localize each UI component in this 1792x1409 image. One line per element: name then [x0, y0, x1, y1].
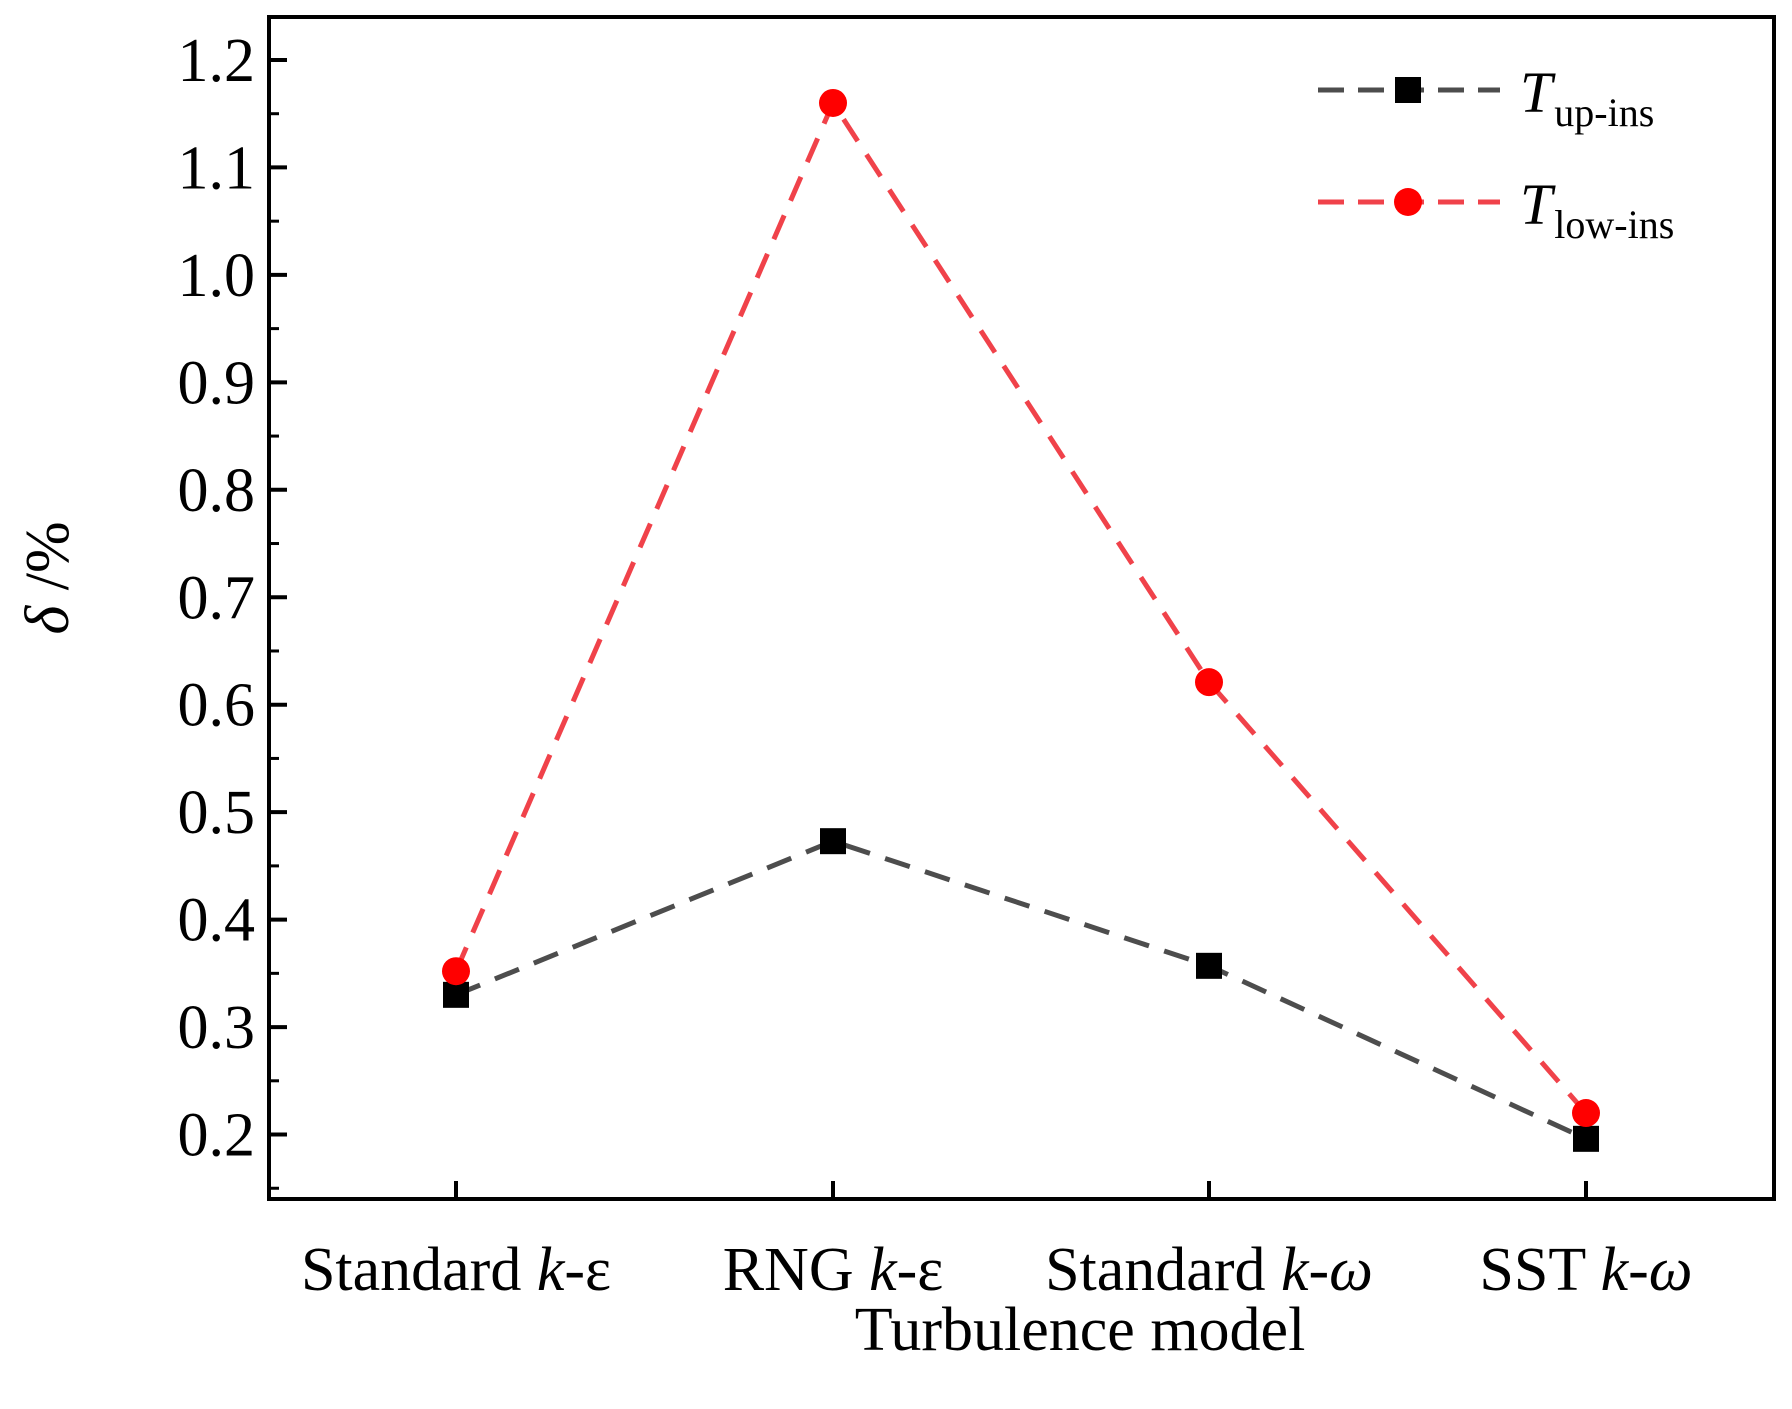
y-tick-label: 0.5 — [178, 779, 256, 847]
y-tick-label: 0.8 — [178, 457, 256, 525]
x-category-label: Standard k-ω — [1045, 1236, 1373, 1304]
data-point-low-ins — [1195, 668, 1223, 697]
plot-frame — [267, 15, 1776, 1201]
series-lines — [453, 97, 1588, 1142]
x-category-label: RNG k-ε — [723, 1236, 944, 1304]
y-tick-label: 0.3 — [178, 994, 256, 1062]
data-point-low-ins — [1572, 1099, 1600, 1128]
y-axis-title-unit: /% — [14, 521, 82, 605]
legend-marker-square — [1395, 77, 1421, 103]
legend-entry-up-ins: Tup-ins — [1318, 60, 1654, 135]
y-tick-label: 1.2 — [178, 27, 256, 95]
y-tick-label: 0.7 — [178, 564, 256, 632]
y-axis-title-symbol: δ — [14, 605, 82, 635]
y-tick-label: 0.9 — [178, 349, 256, 417]
series-markers — [442, 88, 1600, 1152]
legend-marker-circle — [1394, 188, 1422, 216]
x-category-label: SST k-ω — [1479, 1236, 1692, 1304]
x-axis-ticks — [454, 1181, 1588, 1199]
y-tick-label: 0.2 — [178, 1102, 256, 1170]
y-tick-label: 1.0 — [178, 242, 256, 310]
legend-entry-low-ins: Tlow-ins — [1318, 172, 1674, 247]
y-axis-title: δ /% — [14, 521, 82, 634]
data-point-low-ins — [442, 957, 470, 986]
legend: Tup-ins Tlow-ins — [1318, 60, 1674, 247]
data-point-up-ins — [443, 981, 469, 1008]
data-point-up-ins — [1196, 952, 1222, 979]
legend-label-low-ins: Tlow-ins — [1520, 172, 1674, 247]
x-axis-title: Turbulence model — [855, 1296, 1306, 1364]
y-tick-label: 1.1 — [178, 134, 256, 202]
x-category-label: Standard k-ε — [301, 1236, 611, 1304]
y-tick-label: 0.6 — [178, 672, 256, 740]
series-line-low-ins — [453, 97, 1588, 1115]
y-tick-label: 0.4 — [178, 887, 256, 955]
data-point-up-ins — [820, 828, 846, 855]
series-line-up-ins — [455, 838, 1588, 1142]
y-axis-ticks: 0.2 0.3 0.4 0.5 0.6 0.7 0.8 0.9 1.0 1.1 1.2 — [178, 27, 287, 1190]
legend-label-up-ins: Tup-ins — [1520, 60, 1654, 135]
data-point-up-ins — [1573, 1125, 1599, 1152]
data-point-low-ins — [819, 88, 847, 117]
x-axis-category-labels: Standard k-ε RNG k-ε Standard k-ω SST k-ω — [301, 1236, 1693, 1304]
